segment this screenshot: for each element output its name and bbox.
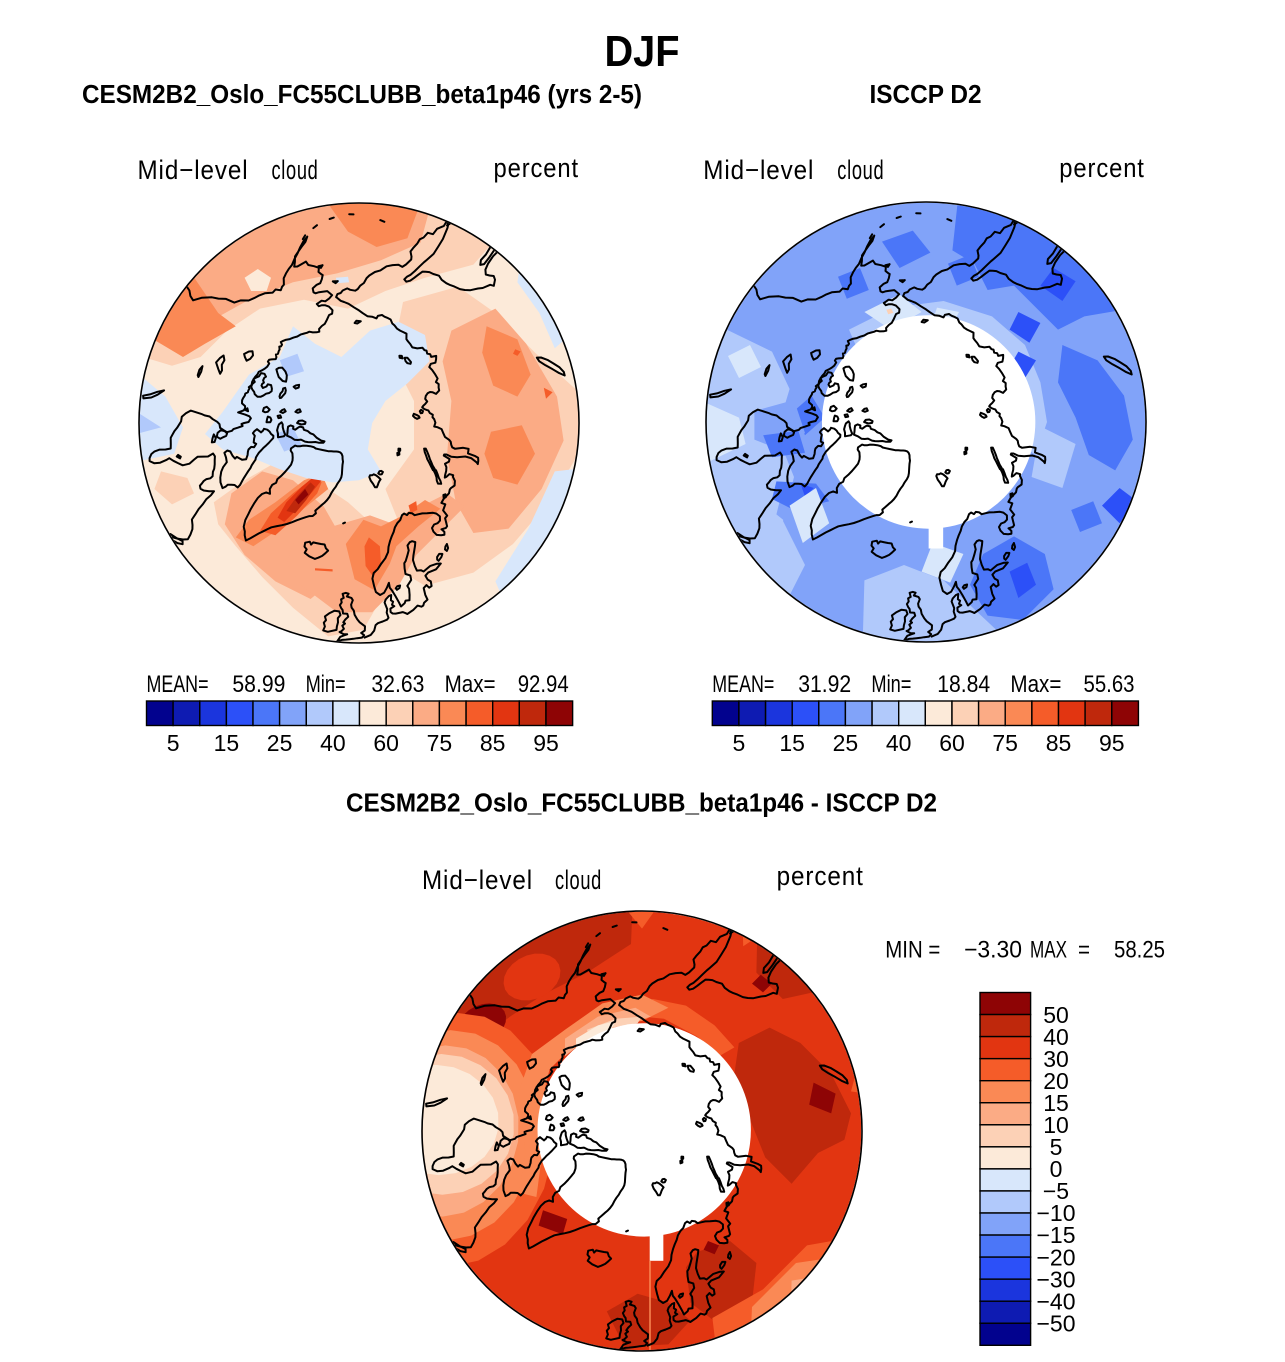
svg-text:5: 5 (733, 730, 746, 756)
svg-text:ISCCP D2: ISCCP D2 (870, 81, 982, 109)
svg-text:MIN =: MIN = (885, 936, 940, 963)
svg-text:−30: −30 (1036, 1266, 1075, 1292)
svg-text:75: 75 (992, 730, 1018, 756)
svg-text:30: 30 (1043, 1046, 1069, 1072)
svg-text:Mid−level: Mid−level (138, 155, 249, 185)
svg-text:Max=: Max= (1010, 671, 1061, 698)
svg-text:92.94: 92.94 (518, 671, 569, 698)
svg-text:percent: percent (494, 153, 580, 183)
svg-text:18.84: 18.84 (937, 671, 990, 698)
svg-text:60: 60 (373, 730, 399, 756)
svg-text:CESM2B2_Oslo_FC55CLUBB_beta1p4: CESM2B2_Oslo_FC55CLUBB_beta1p46 (yrs 2-5… (82, 81, 642, 109)
svg-text:60: 60 (939, 730, 965, 756)
svg-text:Mid−level: Mid−level (422, 865, 533, 895)
svg-text:Mid−level: Mid−level (703, 155, 814, 185)
svg-text:−40: −40 (1036, 1288, 1075, 1314)
svg-text:31.92: 31.92 (798, 671, 851, 698)
svg-text:25: 25 (267, 730, 293, 756)
svg-text:40: 40 (320, 730, 346, 756)
svg-text:0: 0 (1050, 1156, 1063, 1182)
svg-text:55.63: 55.63 (1084, 671, 1135, 698)
svg-text:−3.30: −3.30 (964, 936, 1022, 963)
svg-text:32.63: 32.63 (371, 671, 424, 698)
svg-text:85: 85 (480, 730, 506, 756)
svg-text:40: 40 (1043, 1024, 1069, 1050)
svg-text:cloud: cloud (272, 155, 319, 185)
svg-text:75: 75 (427, 730, 453, 756)
svg-text:25: 25 (833, 730, 859, 756)
svg-text:50: 50 (1043, 1002, 1069, 1028)
svg-text:=: = (1078, 936, 1090, 963)
svg-text:MAX: MAX (1030, 936, 1067, 963)
svg-text:10: 10 (1043, 1112, 1069, 1138)
svg-text:percent: percent (1059, 153, 1145, 183)
svg-text:95: 95 (533, 730, 559, 756)
svg-text:MEAN=: MEAN= (712, 671, 774, 698)
svg-text:CESM2B2_Oslo_FC55CLUBB_beta1p4: CESM2B2_Oslo_FC55CLUBB_beta1p46 - ISCCP … (346, 790, 937, 818)
svg-text:85: 85 (1046, 730, 1072, 756)
svg-text:MEAN=: MEAN= (147, 671, 209, 698)
svg-text:−10: −10 (1036, 1200, 1075, 1226)
svg-text:58.99: 58.99 (232, 671, 285, 698)
svg-text:cloud: cloud (555, 865, 602, 895)
svg-text:40: 40 (886, 730, 912, 756)
svg-text:−5: −5 (1043, 1178, 1069, 1204)
svg-text:15: 15 (214, 730, 240, 756)
svg-text:Max=: Max= (445, 671, 496, 698)
svg-text:5: 5 (167, 730, 180, 756)
svg-text:cloud: cloud (837, 155, 884, 185)
svg-text:95: 95 (1099, 730, 1125, 756)
svg-text:DJF: DJF (605, 27, 680, 76)
svg-text:−15: −15 (1036, 1222, 1075, 1248)
svg-text:Min=: Min= (306, 671, 346, 698)
svg-text:percent: percent (777, 861, 864, 891)
svg-text:−50: −50 (1036, 1311, 1075, 1337)
svg-text:20: 20 (1043, 1068, 1069, 1094)
svg-text:15: 15 (1043, 1090, 1069, 1116)
svg-text:15: 15 (779, 730, 805, 756)
svg-text:Min=: Min= (871, 671, 911, 698)
svg-text:58.25: 58.25 (1114, 936, 1165, 963)
svg-text:5: 5 (1050, 1134, 1063, 1160)
svg-text:−20: −20 (1036, 1244, 1075, 1270)
